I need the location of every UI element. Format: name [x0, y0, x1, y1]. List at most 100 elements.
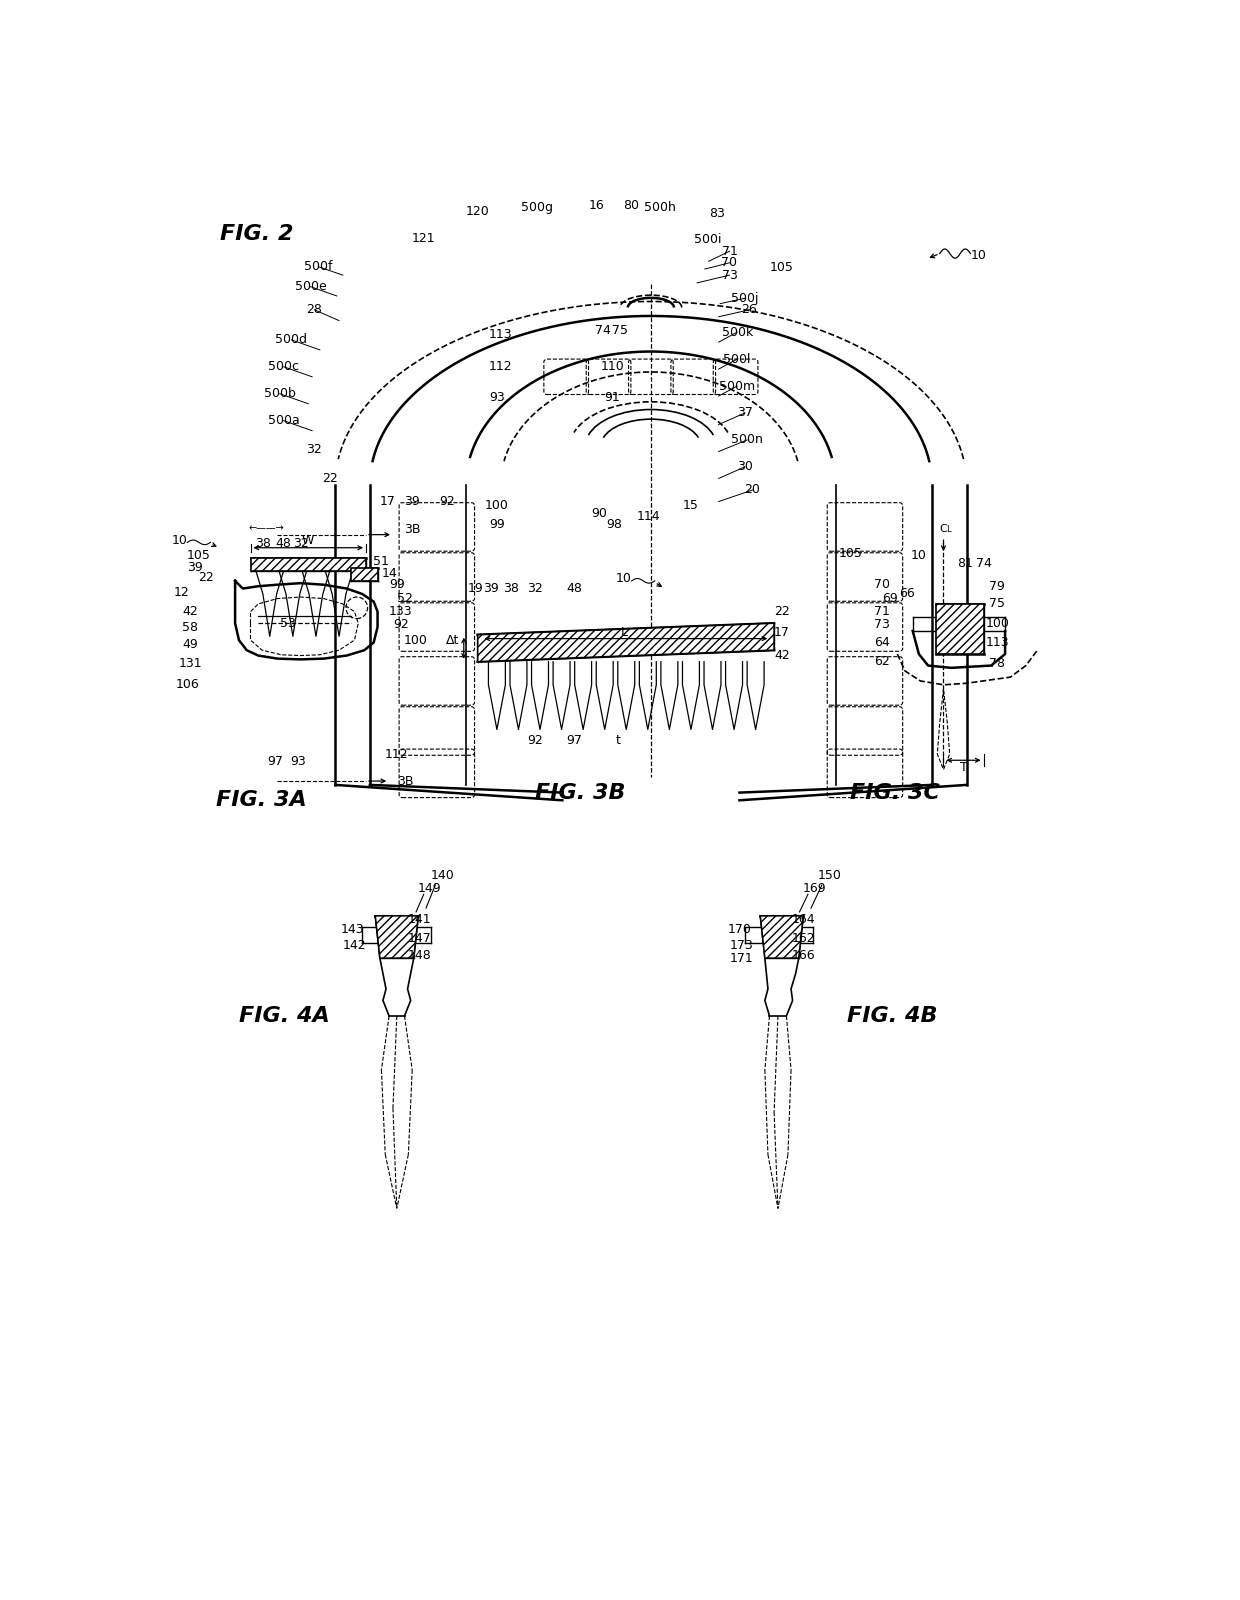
Text: 70: 70	[722, 256, 738, 269]
Text: 3B: 3B	[404, 523, 422, 536]
Text: 112: 112	[489, 360, 512, 373]
Text: 92: 92	[527, 734, 543, 747]
Polygon shape	[936, 603, 983, 654]
Text: 120: 120	[466, 205, 490, 218]
Text: 147: 147	[408, 933, 432, 946]
Text: T: T	[960, 760, 967, 774]
Text: 500m: 500m	[719, 379, 755, 392]
Text: 500a: 500a	[268, 414, 300, 427]
Text: 100: 100	[404, 634, 428, 646]
Text: 105: 105	[186, 549, 210, 562]
Text: 49: 49	[182, 638, 198, 651]
Text: 16: 16	[589, 198, 605, 211]
Text: 131: 131	[179, 656, 202, 670]
Text: 500i: 500i	[694, 234, 722, 246]
Text: 38: 38	[503, 582, 518, 595]
Polygon shape	[760, 915, 804, 958]
Text: 150: 150	[817, 869, 842, 882]
Text: 14: 14	[381, 566, 397, 579]
Text: 71: 71	[874, 605, 890, 618]
Text: 98: 98	[606, 518, 622, 531]
Text: 113: 113	[986, 635, 1009, 650]
Text: FIG. 3B: FIG. 3B	[536, 782, 626, 803]
Text: 66: 66	[899, 587, 914, 600]
Text: 70: 70	[874, 578, 890, 590]
Text: FIG. 3C: FIG. 3C	[849, 782, 940, 803]
Text: 32: 32	[306, 443, 322, 456]
Polygon shape	[351, 568, 377, 581]
Text: 10: 10	[970, 248, 986, 262]
Text: 121: 121	[412, 232, 435, 245]
Text: 17: 17	[379, 494, 396, 509]
Text: 166: 166	[791, 949, 815, 962]
Text: 73: 73	[722, 269, 738, 282]
Text: 133: 133	[389, 605, 413, 618]
Text: 500l: 500l	[723, 352, 751, 365]
Text: 58: 58	[182, 621, 198, 634]
Text: L: L	[946, 525, 950, 534]
Text: 110: 110	[600, 360, 624, 373]
Text: 42: 42	[182, 605, 198, 618]
Text: 170: 170	[728, 923, 751, 936]
Text: 90: 90	[591, 507, 608, 520]
Text: 500h: 500h	[645, 202, 676, 214]
Text: 500f: 500f	[304, 261, 332, 274]
Text: 38: 38	[255, 538, 270, 550]
Text: 32: 32	[293, 538, 309, 550]
Polygon shape	[376, 915, 418, 958]
Polygon shape	[477, 622, 774, 662]
Text: 106: 106	[176, 678, 200, 691]
Text: 30: 30	[737, 461, 753, 474]
Text: FIG. 3A: FIG. 3A	[216, 790, 306, 810]
Text: 12: 12	[174, 586, 188, 598]
Text: 74: 74	[976, 557, 992, 570]
Text: 71: 71	[722, 245, 738, 258]
Text: 83: 83	[709, 206, 725, 221]
Text: 93: 93	[290, 755, 306, 768]
Text: 75: 75	[990, 597, 1006, 611]
Text: 26: 26	[742, 304, 758, 317]
Text: FIG. 4A: FIG. 4A	[239, 1006, 330, 1026]
Text: 3B: 3B	[397, 774, 413, 787]
Text: 140: 140	[432, 869, 455, 882]
Text: 62: 62	[874, 656, 890, 669]
Text: 39: 39	[404, 494, 420, 509]
Text: 51: 51	[373, 555, 389, 568]
Text: 10: 10	[171, 533, 187, 547]
Text: 141: 141	[408, 914, 432, 926]
Text: 48: 48	[565, 582, 582, 595]
Text: 17: 17	[774, 626, 790, 638]
Text: 42: 42	[774, 650, 790, 662]
Text: 92: 92	[393, 618, 408, 632]
Text: t: t	[616, 734, 621, 747]
Text: 171: 171	[730, 952, 754, 965]
Text: 162: 162	[791, 933, 815, 946]
Text: 164: 164	[791, 914, 815, 926]
Text: 92: 92	[439, 494, 455, 509]
Text: 39: 39	[187, 562, 203, 574]
Text: 10: 10	[616, 573, 632, 586]
Text: 97: 97	[565, 734, 582, 747]
Text: C: C	[940, 525, 947, 534]
Text: 100: 100	[986, 616, 1009, 630]
Text: FIG. 2: FIG. 2	[219, 224, 293, 245]
Text: 15: 15	[683, 499, 699, 512]
Text: 500j: 500j	[732, 291, 759, 304]
Text: 64: 64	[874, 635, 890, 650]
Text: 99: 99	[389, 578, 404, 590]
Text: 500d: 500d	[275, 333, 308, 346]
Text: 149: 149	[418, 882, 441, 896]
Text: 91: 91	[605, 390, 620, 405]
Text: 114: 114	[637, 510, 661, 523]
Text: 93: 93	[489, 390, 505, 405]
Text: 112: 112	[384, 747, 409, 760]
Text: 148: 148	[408, 949, 432, 962]
Text: 105: 105	[770, 261, 794, 274]
Text: 97: 97	[267, 755, 283, 768]
Text: 19: 19	[467, 582, 484, 595]
Text: 78: 78	[990, 656, 1006, 670]
Text: 32: 32	[527, 582, 543, 595]
Text: 500k: 500k	[722, 326, 753, 339]
Text: 500c: 500c	[268, 360, 299, 373]
Text: 81: 81	[957, 557, 973, 570]
